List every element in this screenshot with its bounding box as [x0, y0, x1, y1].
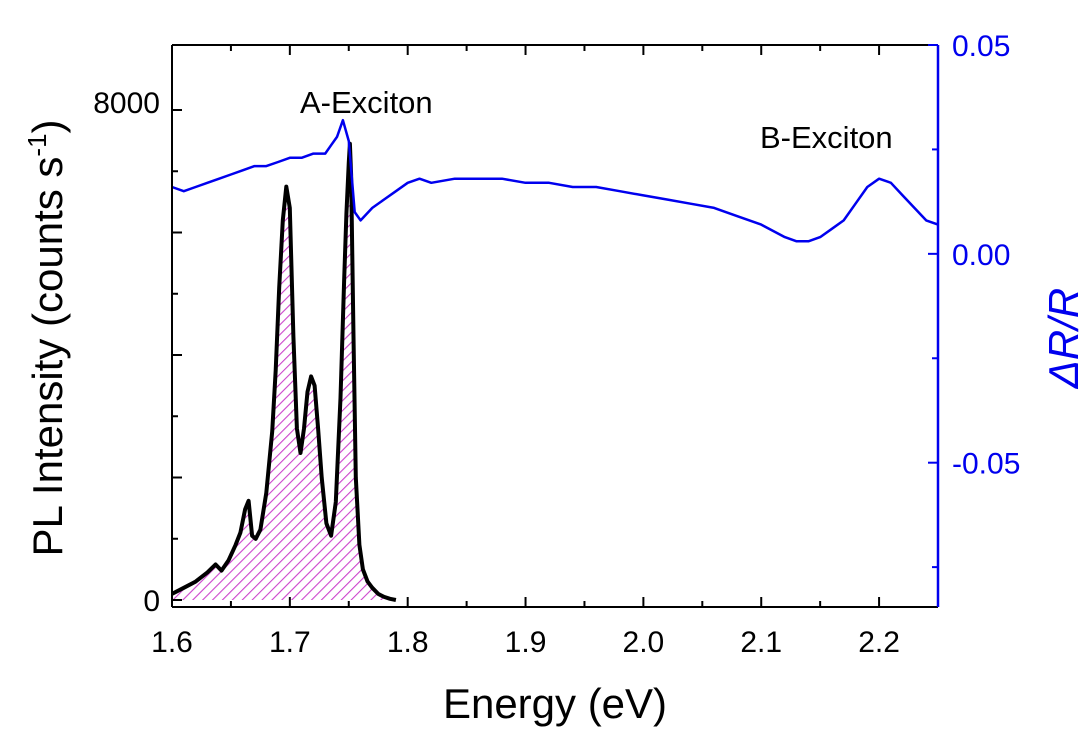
reflectance-line	[171, 118, 939, 243]
left-y-tick-label: 0	[143, 585, 160, 618]
left-y-tick-label: 8000	[93, 87, 160, 120]
x-tick-label: 1.6	[151, 626, 193, 659]
left-y-axis-title-sup: -1	[22, 133, 52, 156]
pl-hatched-area	[172, 143, 396, 600]
left-y-axis-title-main: PL Intensity (counts s	[24, 157, 71, 557]
right-y-tick-label: -0.05	[952, 448, 1020, 481]
x-axis-title: Energy (eV)	[443, 680, 667, 727]
x-tick-label: 1.8	[387, 626, 429, 659]
x-tick-label: 1.9	[505, 626, 547, 659]
x-tick-label: 2.2	[858, 626, 900, 659]
right-y-tick-label: 0.00	[952, 239, 1010, 272]
right-y-axis-title: ΔR/R	[1040, 288, 1087, 390]
x-tick-label: 1.7	[269, 626, 311, 659]
pl-intensity-line	[171, 141, 397, 602]
left-y-axis-title: PL Intensity (counts s-1)	[22, 119, 71, 556]
annotation-b-exciton: B-Exciton	[760, 120, 893, 155]
annotation-a-exciton: A-Exciton	[300, 85, 433, 120]
right-y-tick-label: 0.05	[952, 30, 1010, 63]
left-y-axis-title-close: )	[24, 119, 71, 133]
x-tick-label: 2.0	[623, 626, 665, 659]
x-tick-label: 2.1	[740, 626, 782, 659]
